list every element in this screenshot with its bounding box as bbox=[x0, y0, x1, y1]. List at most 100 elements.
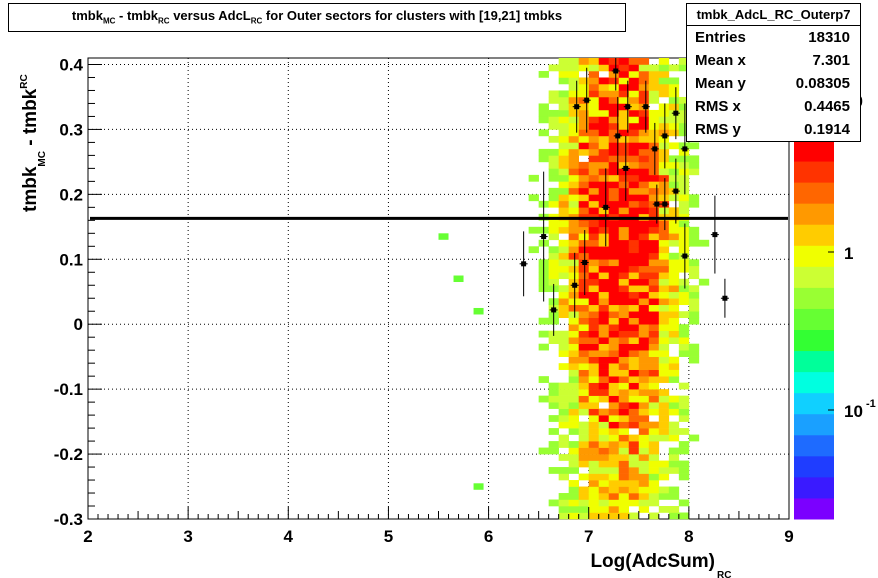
heatmap-cell bbox=[628, 90, 640, 98]
heatmap-cell bbox=[608, 421, 620, 429]
heatmap-cell bbox=[568, 83, 579, 91]
heatmap-cell bbox=[628, 311, 640, 319]
heatmap-cell bbox=[668, 233, 680, 241]
heatmap-cell bbox=[658, 343, 670, 351]
heatmap-cell bbox=[648, 278, 660, 286]
heatmap-cell bbox=[568, 122, 579, 130]
heatmap-cell bbox=[618, 382, 630, 390]
heatmap-cell bbox=[628, 58, 640, 65]
heatmap-cell bbox=[588, 109, 600, 117]
heatmap-cell bbox=[528, 246, 539, 254]
heatmap-cell bbox=[558, 454, 569, 461]
profile-point bbox=[682, 146, 688, 152]
heatmap-cell bbox=[578, 129, 590, 137]
y-tick-label: -0.3 bbox=[54, 510, 83, 529]
heatmap-cell bbox=[648, 317, 660, 325]
heatmap-cell bbox=[558, 187, 569, 195]
profile-point bbox=[623, 165, 629, 171]
heatmap-cell bbox=[588, 207, 600, 215]
heatmap-cell bbox=[568, 272, 579, 280]
heatmap-cell bbox=[538, 116, 549, 124]
heatmap-cell bbox=[628, 220, 640, 228]
heatmap-cell bbox=[598, 337, 610, 344]
heatmap-cell bbox=[618, 83, 630, 91]
heatmap-cell bbox=[608, 447, 620, 455]
heatmap-cell bbox=[628, 395, 640, 403]
heatmap-cell bbox=[608, 473, 620, 481]
heatmap-cell bbox=[668, 285, 680, 293]
heatmap-cell bbox=[548, 395, 559, 403]
heatmap-cell bbox=[568, 161, 579, 169]
heatmap-cell bbox=[568, 415, 579, 422]
heatmap-cell bbox=[678, 200, 690, 208]
stats-label: Mean y bbox=[695, 75, 746, 92]
heatmap-cell bbox=[678, 447, 690, 455]
heatmap-cell bbox=[588, 122, 600, 130]
heatmap-cell bbox=[598, 77, 610, 85]
heatmap-cell bbox=[678, 129, 690, 137]
heatmap-cell bbox=[598, 129, 610, 137]
profile-point bbox=[673, 188, 679, 194]
heatmap-cell bbox=[638, 77, 650, 85]
heatmap-cell bbox=[638, 122, 650, 130]
heatmap-cell bbox=[568, 109, 579, 117]
heatmap-cell bbox=[678, 343, 690, 351]
heatmap-cell bbox=[618, 337, 630, 344]
heatmap-cell bbox=[548, 467, 559, 474]
heatmap-cell bbox=[628, 168, 640, 176]
heatmap-cell bbox=[658, 486, 670, 494]
heatmap-cell bbox=[618, 129, 630, 137]
heatmap-cell bbox=[618, 122, 630, 130]
heatmap-cell bbox=[668, 122, 680, 130]
palette-swatch bbox=[794, 308, 834, 330]
heatmap-cell bbox=[638, 109, 650, 117]
heatmap-cell bbox=[558, 70, 569, 78]
heatmap-cell bbox=[608, 122, 620, 130]
heatmap-cell bbox=[648, 389, 660, 396]
stats-label: RMS y bbox=[695, 121, 741, 138]
heatmap-cell bbox=[668, 460, 680, 468]
heatmap-cell bbox=[638, 90, 650, 98]
heatmap-cell bbox=[558, 116, 569, 124]
heatmap-cell bbox=[578, 90, 590, 98]
heatmap-cell bbox=[558, 64, 569, 72]
heatmap-cell bbox=[608, 109, 620, 117]
heatmap-cell bbox=[568, 142, 579, 150]
heatmap-cell bbox=[453, 275, 464, 283]
heatmap-cell bbox=[628, 421, 640, 429]
heatmap-cell bbox=[648, 252, 660, 260]
heatmap-cell bbox=[668, 168, 680, 176]
heatmap-cell bbox=[648, 122, 660, 130]
heatmap-cell bbox=[548, 220, 559, 228]
heatmap-cell bbox=[608, 499, 620, 507]
heatmap-cell bbox=[658, 103, 670, 111]
heatmap-cell bbox=[648, 402, 660, 409]
heatmap-cell bbox=[678, 311, 690, 319]
heatmap-cell bbox=[668, 493, 680, 500]
heatmap-cell bbox=[598, 434, 610, 442]
heatmap-cell bbox=[598, 161, 610, 169]
heatmap-cell bbox=[558, 129, 569, 137]
heatmap-cell bbox=[648, 194, 660, 202]
heatmap-cell bbox=[638, 324, 650, 332]
heatmap-cell bbox=[618, 389, 630, 396]
heatmap-cell bbox=[558, 389, 569, 396]
heatmap-cell bbox=[588, 90, 600, 98]
heatmap-cell bbox=[558, 408, 569, 416]
heatmap-cell bbox=[568, 135, 579, 143]
heatmap-cell bbox=[628, 77, 640, 85]
stats-value: 0.4465 bbox=[804, 98, 850, 115]
heatmap-cell bbox=[568, 207, 579, 215]
heatmap-cell bbox=[578, 116, 590, 124]
heatmap-cell bbox=[628, 246, 640, 254]
heatmap-cell bbox=[628, 343, 640, 351]
profile-point bbox=[615, 133, 621, 139]
heatmap-cell bbox=[658, 278, 670, 286]
heatmap-cell bbox=[678, 402, 690, 409]
heatmap-cell bbox=[588, 96, 600, 104]
z-tick-exponent: -1 bbox=[866, 398, 876, 410]
heatmap-cell bbox=[618, 330, 630, 338]
heatmap-cell bbox=[668, 486, 680, 494]
heatmap-cell bbox=[648, 473, 660, 481]
heatmap-cell bbox=[578, 363, 590, 370]
